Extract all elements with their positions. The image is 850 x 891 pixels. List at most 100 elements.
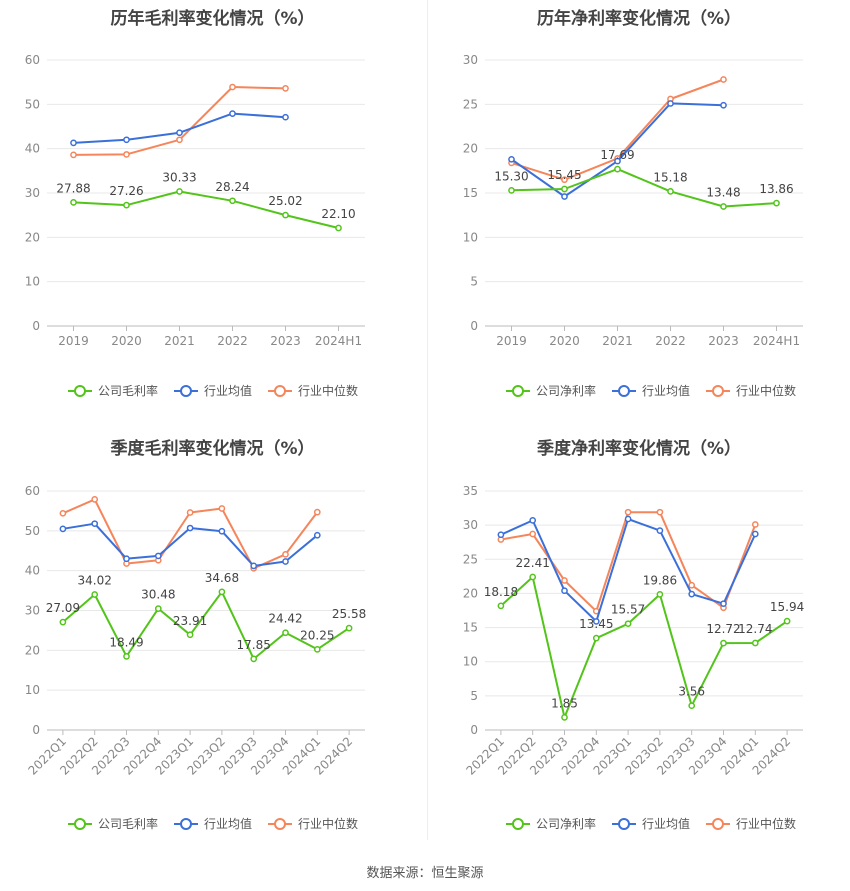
data-point xyxy=(282,85,289,92)
data-point xyxy=(561,577,568,584)
legend-marker-icon xyxy=(512,385,524,397)
data-point xyxy=(250,562,258,570)
legend-label: 行业均值 xyxy=(204,383,252,398)
data-point xyxy=(313,645,321,653)
chart-title: 季度毛利率变化情况（%） xyxy=(110,439,315,459)
data-point xyxy=(154,552,162,560)
chart-plot: 0 10 20 30 40 50 60 2019 2020 2021 2022 2023 2024H1 2… xyxy=(25,53,365,398)
data-label: 30.33 xyxy=(162,171,196,185)
data-point xyxy=(614,165,621,173)
data-point xyxy=(154,605,162,612)
y-tick-label: 0 xyxy=(32,723,40,737)
data-point xyxy=(508,186,515,194)
data-point xyxy=(313,508,321,516)
y-tick-label: 25 xyxy=(463,97,478,111)
data-label: 25.58 xyxy=(332,607,366,621)
legend-label: 公司毛利率 xyxy=(98,383,158,398)
data-point xyxy=(561,176,568,184)
data-point xyxy=(497,531,505,539)
data-label: 28.24 xyxy=(215,180,249,194)
y-tick-label: 60 xyxy=(25,53,40,67)
annual-gross-margin-chart: 历年毛利率变化情况（%） 0 10 20 30 40 50 60 2019 2020 2021 20… xyxy=(0,0,425,420)
data-point xyxy=(91,591,99,598)
data-label: 15.94 xyxy=(770,600,804,614)
data-point xyxy=(508,155,515,163)
data-point xyxy=(91,520,99,528)
legend-label: 公司净利率 xyxy=(536,816,596,831)
data-point xyxy=(529,573,537,581)
quarterly-net-margin-chart: 季度净利率变化情况（%） 0 5 10 15 20 25 30 35 2022Q1 2022Q2 2… xyxy=(428,428,850,848)
legend-item: 行业均值 xyxy=(174,816,252,831)
series-line xyxy=(511,78,724,181)
x-tick-label: 2020 xyxy=(549,334,580,348)
legend-item: 公司净利率 xyxy=(506,816,596,831)
x-tick-label: 2019 xyxy=(58,334,89,348)
y-tick-label: 20 xyxy=(25,643,40,657)
data-label: 34.68 xyxy=(205,571,239,585)
data-point xyxy=(667,188,674,195)
data-point xyxy=(91,496,99,503)
y-tick-label: 40 xyxy=(25,142,40,156)
data-point xyxy=(688,590,696,598)
legend-marker-icon xyxy=(618,385,630,397)
y-tick-label: 20 xyxy=(463,586,478,600)
data-point xyxy=(497,602,505,610)
data-point xyxy=(186,631,194,639)
y-tick-label: 50 xyxy=(25,524,40,538)
data-point xyxy=(614,157,621,165)
chart-title: 历年毛利率变化情况（%） xyxy=(110,9,315,29)
data-point xyxy=(218,588,226,596)
legend-marker-icon xyxy=(712,818,724,830)
data-point xyxy=(773,199,780,207)
data-point xyxy=(123,555,130,563)
legend-label: 行业中位数 xyxy=(736,383,796,398)
y-tick-label: 15 xyxy=(463,186,478,200)
x-tick-label: 2022 xyxy=(217,334,248,348)
series-line xyxy=(500,576,788,719)
chart-title: 季度净利率变化情况（%） xyxy=(536,439,742,459)
legend-item: 公司毛利率 xyxy=(68,383,158,398)
y-tick-label: 10 xyxy=(25,683,40,697)
data-label: 23.91 xyxy=(173,614,207,628)
data-label: 18.49 xyxy=(109,635,143,649)
x-tick-label: 2021 xyxy=(164,334,195,348)
data-label: 13.48 xyxy=(706,185,740,199)
data-point xyxy=(229,110,236,117)
data-label: 27.09 xyxy=(46,601,80,615)
annual-net-margin-chart: 历年净利率变化情况（%） 0 5 10 15 20 25 30 2019 2020 2021 202… xyxy=(428,0,850,420)
legend-marker-icon xyxy=(74,818,86,830)
data-point xyxy=(59,618,67,626)
data-point xyxy=(624,620,632,628)
quarterly-gross-margin-chart: 季度毛利率变化情况（%） 0 10 20 30 40 50 60 2022Q1 2022Q2 20… xyxy=(0,428,425,848)
x-tick-label: 2022 xyxy=(655,334,686,348)
data-point xyxy=(123,201,130,209)
legend-marker-icon xyxy=(618,818,630,830)
data-label: 19.86 xyxy=(643,573,677,587)
y-tick-label: 25 xyxy=(463,552,478,566)
data-label: 15.30 xyxy=(494,169,528,183)
data-source: 数据来源：恒生聚源 xyxy=(366,866,484,881)
data-point xyxy=(282,211,289,219)
data-point xyxy=(561,185,568,193)
data-point xyxy=(688,702,696,710)
data-point xyxy=(592,634,600,642)
legend-item: 行业中位数 xyxy=(706,816,796,831)
data-label: 15.45 xyxy=(547,168,581,182)
y-tick-label: 60 xyxy=(25,484,40,498)
series-line xyxy=(62,590,350,660)
data-point xyxy=(70,199,77,206)
data-point xyxy=(783,617,791,625)
legend-label: 行业均值 xyxy=(642,816,690,831)
legend-label: 行业中位数 xyxy=(298,383,358,398)
y-tick-label: 15 xyxy=(463,621,478,635)
data-label: 17.85 xyxy=(237,638,271,652)
data-point xyxy=(720,639,727,647)
data-point xyxy=(176,136,183,144)
data-point xyxy=(176,188,183,195)
legend-label: 行业中位数 xyxy=(298,816,358,831)
y-tick-label: 0 xyxy=(32,319,40,333)
data-point xyxy=(218,527,226,535)
data-label: 24.42 xyxy=(268,612,302,626)
data-point xyxy=(282,629,289,637)
legend-label: 行业中位数 xyxy=(736,816,796,831)
